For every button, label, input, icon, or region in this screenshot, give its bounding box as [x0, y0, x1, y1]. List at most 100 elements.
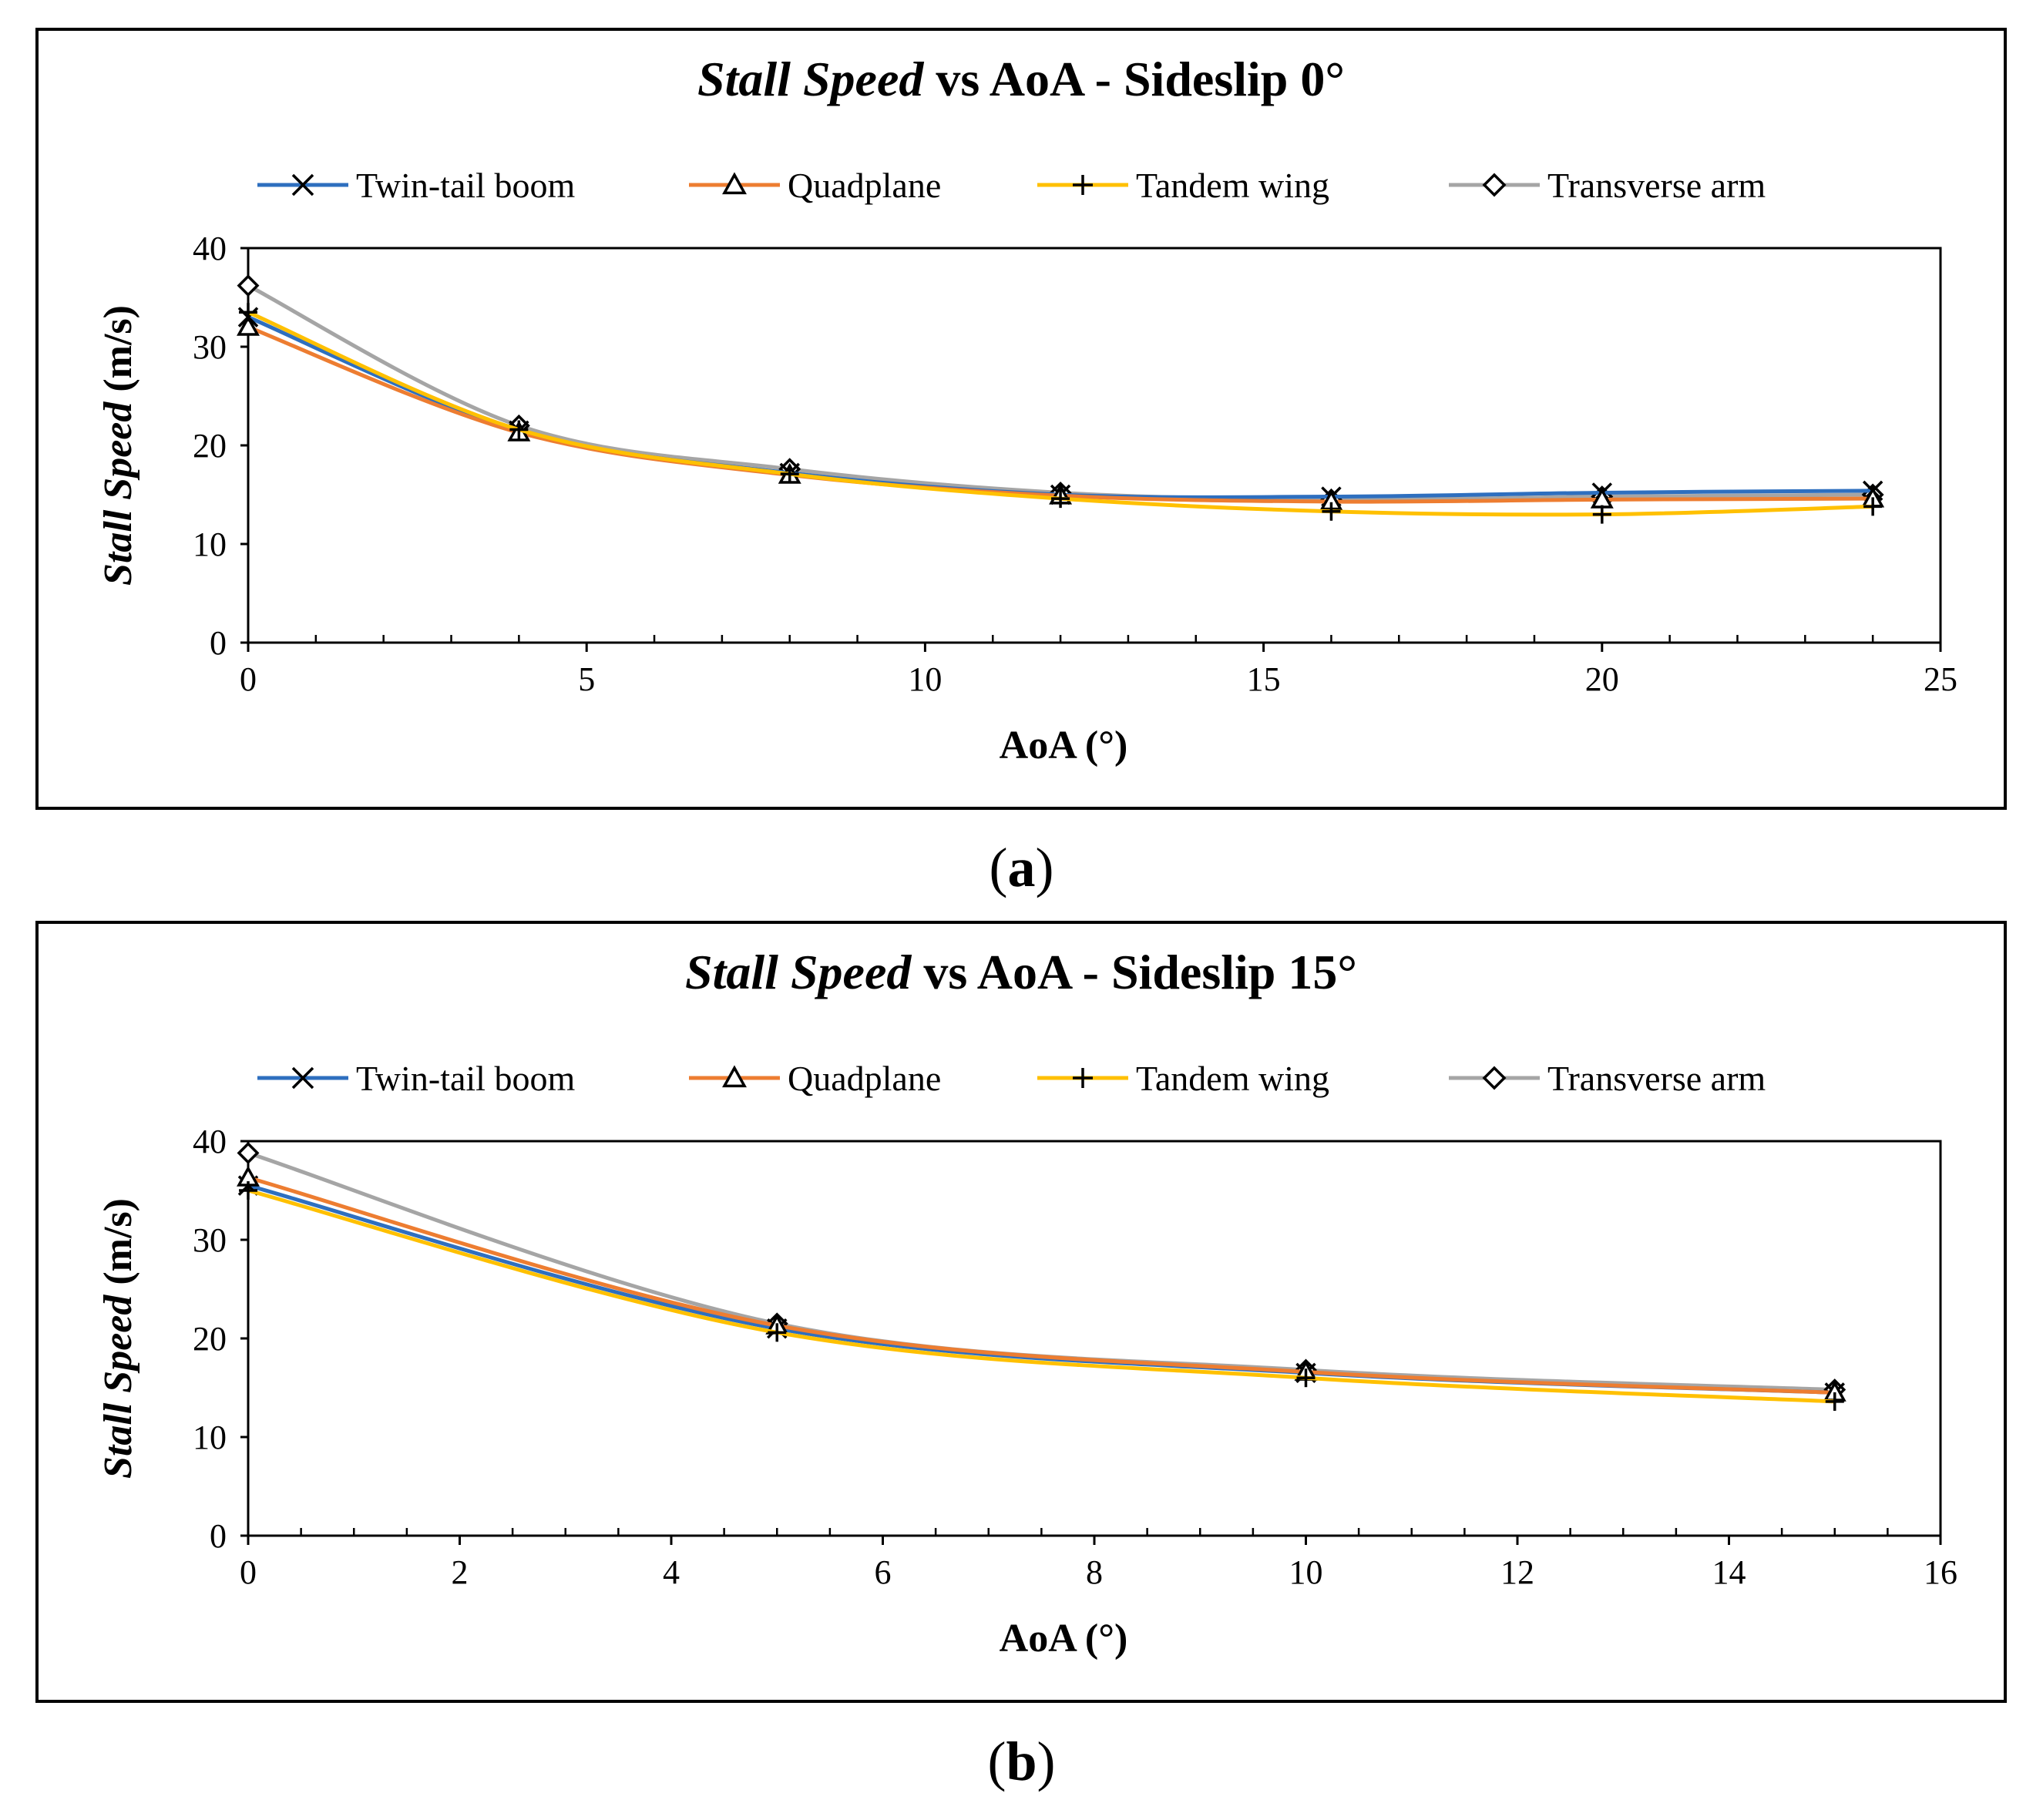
chart-b-y-label: Stall Speed (m/s) [96, 1198, 140, 1479]
chart-b-legend-marker-twin-tail-boom [291, 1066, 314, 1090]
chart-a-x-axis: 0 5 10 15 20 25 [240, 635, 1957, 698]
chart-a-series-line-transverse-arm [247, 284, 1873, 502]
chart-a-point-tandem-wing-4 [509, 420, 529, 439]
chart-b-title-italic: Stall Speed [685, 945, 912, 999]
chart-a-title: Stall Speed vs AoA - Sideslip 0° [697, 52, 1345, 106]
chart-b-y-tick-label-20: 20 [193, 1320, 227, 1358]
chart-a-legend-marker-tandem-wing [1073, 175, 1093, 195]
chart-a-series-transverse-arm [237, 274, 1884, 511]
chart-a-series-twin-tail-boom [237, 307, 1883, 507]
chart-a-point-tandem-wing-0 [239, 303, 257, 322]
chart-b-title-rest: vs AoA - Sideslip 15° [911, 945, 1357, 999]
chart-b-legend-item-quadplane: Quadplane [689, 1059, 941, 1098]
chart-svg-a: Stall Speed vs AoA - Sideslip 0° Twin-tai… [96, 52, 1957, 767]
chart-a-series-line-twin-tail-boom [247, 315, 1873, 499]
chart-svg-b: Stall Speed vs AoA - Sideslip 15° Twin-ta… [96, 945, 1957, 1660]
chart-b-legend-item-twin-tail-boom: Twin-tail boom [257, 1059, 575, 1098]
chart-a-series-tandem-wing [239, 303, 1883, 524]
chart-a-legend-item-tandem-wing: Tandem wing [1037, 166, 1329, 205]
chart-panel-b: Stall Speed vs AoA - Sideslip 15° Twin-ta… [35, 921, 2007, 1703]
chart-a-title-rest: vs AoA - Sideslip 0° [923, 52, 1345, 106]
chart-b-legend-marker-quadplane [722, 1065, 747, 1088]
caption-b-letter: b [1006, 1731, 1037, 1792]
chart-a-title-italic: Stall Speed [697, 52, 924, 106]
chart-b-series-quadplane [237, 1165, 1846, 1402]
chart-b-series-tandem-wing [239, 1181, 1844, 1411]
chart-b-point-tandem-wing-10 [1296, 1368, 1316, 1388]
chart-b-legend-item-transverse-arm: Transverse arm [1449, 1059, 1766, 1098]
chart-b-series-line-tandem-wing [247, 1188, 1835, 1404]
chart-a-y-tick-label-20: 20 [193, 427, 227, 465]
chart-a-x-tick-label-0: 0 [240, 660, 257, 698]
chart-b-x-tick-label-14: 14 [1712, 1553, 1746, 1591]
chart-b-legend-label-transverse-arm: Transverse arm [1547, 1059, 1766, 1098]
chart-b-series-line-transverse-arm [247, 1150, 1835, 1392]
chart-a-x-tick-label-25: 25 [1924, 660, 1957, 698]
chart-a-legend-marker-transverse-arm [1482, 173, 1507, 197]
chart-b-legend-label-tandem-wing: Tandem wing [1136, 1059, 1329, 1098]
chart-b-point-transverse-arm-0 [237, 1141, 260, 1164]
chart-a-point-tandem-wing-12 [1051, 489, 1070, 509]
caption-a: (a) [989, 837, 1054, 898]
chart-b-y-label-rest: (m/s) [96, 1198, 140, 1295]
chart-b-x-tick-label-0: 0 [240, 1553, 257, 1591]
chart-a-point-quadplane-0 [237, 314, 260, 336]
chart-b-title: Stall Speed vs AoA - Sideslip 15° [685, 945, 1357, 999]
chart-b-x-tick-label-16: 16 [1924, 1553, 1957, 1591]
chart-b-legend-marker-transverse-arm [1482, 1066, 1507, 1090]
chart-a-x-tick-label-20: 20 [1585, 660, 1619, 698]
chart-b-point-tandem-wing-15 [1825, 1392, 1844, 1411]
chart-b-point-tandem-wing-5 [768, 1323, 787, 1342]
chart-b-series-line-quadplane [247, 1175, 1835, 1395]
chart-a-x-tick-label-15: 15 [1247, 660, 1281, 698]
chart-a-point-tandem-wing-24 [1863, 497, 1883, 516]
chart-b-x-axis: 0 2 4 6 8 10 12 14 16 [240, 1528, 1957, 1591]
chart-a-point-tandem-wing-8 [780, 465, 799, 484]
chart-b-legend-item-tandem-wing: Tandem wing [1037, 1059, 1329, 1098]
chart-b-legend: Twin-tail boom Quadplane Tandem wing Transv… [257, 1059, 1766, 1098]
chart-b-y-tick-label-0: 0 [210, 1517, 227, 1555]
chart-a-legend: Twin-tail boom Quadplane Tandem wing Transv… [257, 166, 1766, 205]
chart-b-x-tick-label-12: 12 [1500, 1553, 1534, 1591]
chart-b-x-tick-label-4: 4 [663, 1553, 680, 1591]
chart-b-legend-marker-twin-tail-boom-stroke-2 [291, 1066, 314, 1090]
chart-a-legend-label-tandem-wing: Tandem wing [1136, 166, 1329, 205]
chart-a-legend-label-transverse-arm: Transverse arm [1547, 166, 1766, 205]
chart-a-point-tandem-wing-20 [1592, 505, 1611, 524]
chart-b-point-tandem-wing-0 [239, 1181, 257, 1200]
chart-a-legend-label-twin-tail-boom: Twin-tail boom [356, 166, 575, 205]
chart-b-y-tick-label-10: 10 [193, 1419, 227, 1456]
chart-a-point-tandem-wing-16 [1322, 502, 1341, 521]
chart-b-legend-marker-tandem-wing [1073, 1068, 1093, 1088]
chart-a-point-transverse-arm-0 [237, 274, 260, 297]
chart-b-x-tick-label-2: 2 [452, 1553, 469, 1591]
chart-a-legend-item-quadplane: Quadplane [689, 166, 941, 205]
chart-a-legend-marker-quadplane [722, 172, 747, 195]
chart-b-y-tick-label-30: 30 [193, 1221, 227, 1259]
caption-a-letter: a [1007, 837, 1036, 898]
chart-a-legend-label-quadplane: Quadplane [788, 166, 941, 205]
chart-a-y-tick-label-0: 0 [210, 624, 227, 662]
chart-a-legend-marker-twin-tail-boom [291, 173, 314, 196]
chart-b-x-label: AoA (°) [1000, 1617, 1128, 1660]
chart-b-legend-label-twin-tail-boom: Twin-tail boom [356, 1059, 575, 1098]
chart-a-y-tick-label-30: 30 [193, 328, 227, 366]
chart-b-y-label-italic: Stall Speed [96, 1294, 140, 1479]
chart-a-plot-frame [247, 247, 1942, 644]
chart-a-y-tick-label-40: 40 [193, 230, 227, 267]
chart-a-y-tick-label-10: 10 [193, 526, 227, 563]
chart-a-y-label-italic: Stall Speed [96, 401, 140, 586]
chart-b-y-axis: 0 10 20 30 40 [193, 1123, 248, 1555]
chart-a-x-tick-label-5: 5 [578, 660, 595, 698]
chart-b-series-twin-tail-boom [237, 1175, 1845, 1403]
chart-b-x-tick-label-10: 10 [1289, 1553, 1323, 1591]
chart-b-legend-label-quadplane: Quadplane [788, 1059, 941, 1098]
chart-a-legend-item-twin-tail-boom: Twin-tail boom [257, 166, 575, 205]
chart-a-y-axis: 0 10 20 30 40 [193, 230, 248, 662]
chart-a-legend-item-transverse-arm: Transverse arm [1449, 166, 1766, 205]
chart-b-plot-frame [247, 1140, 1942, 1537]
chart-a-y-label-rest: (m/s) [96, 305, 140, 402]
chart-b-x-tick-label-8: 8 [1086, 1553, 1103, 1591]
caption-b: (b) [987, 1731, 1056, 1792]
chart-a-x-tick-label-10: 10 [908, 660, 942, 698]
